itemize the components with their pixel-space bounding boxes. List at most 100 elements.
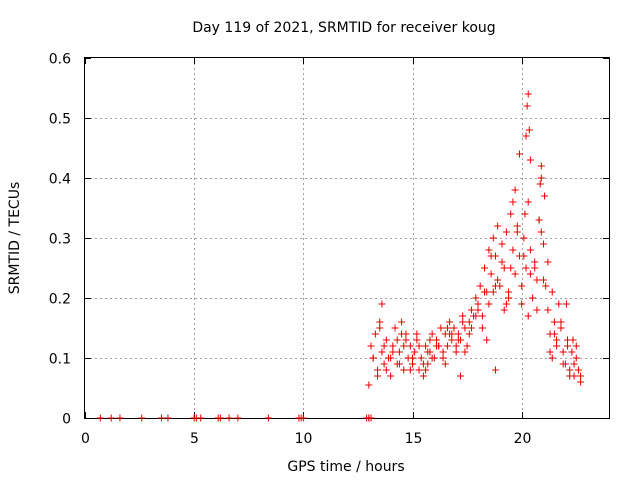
data-point bbox=[509, 246, 517, 254]
data-point bbox=[398, 318, 406, 326]
data-point bbox=[553, 342, 561, 350]
data-point bbox=[540, 276, 547, 284]
data-point bbox=[454, 330, 462, 338]
data-point bbox=[502, 300, 510, 308]
data-point bbox=[461, 324, 469, 332]
data-point bbox=[443, 342, 451, 350]
data-point bbox=[522, 264, 530, 272]
data-point bbox=[382, 336, 390, 344]
data-point bbox=[491, 366, 499, 374]
y-tick-label: 0.1 bbox=[49, 352, 71, 368]
data-point bbox=[428, 330, 436, 338]
data-point bbox=[494, 276, 502, 284]
data-point bbox=[378, 300, 386, 308]
data-point bbox=[365, 381, 373, 389]
data-point bbox=[520, 234, 528, 242]
y-tick-label: 0.3 bbox=[49, 232, 71, 248]
x-tick-label: 15 bbox=[405, 431, 423, 447]
data-point bbox=[367, 414, 375, 422]
data-point bbox=[371, 330, 379, 338]
data-point bbox=[487, 252, 495, 260]
data-point bbox=[299, 414, 307, 422]
data-point bbox=[417, 354, 425, 362]
data-point bbox=[389, 348, 397, 356]
data-point bbox=[533, 306, 541, 314]
data-point bbox=[485, 246, 493, 254]
data-point bbox=[536, 180, 544, 188]
data-point bbox=[562, 300, 570, 308]
data-point bbox=[389, 342, 397, 350]
data-point bbox=[395, 348, 403, 356]
data-point bbox=[459, 318, 467, 326]
data-point bbox=[419, 372, 427, 380]
data-point bbox=[566, 366, 574, 374]
data-point bbox=[395, 360, 403, 368]
data-point bbox=[433, 336, 441, 344]
data-point bbox=[164, 414, 172, 422]
data-point bbox=[446, 330, 454, 338]
data-point bbox=[380, 360, 388, 368]
data-point bbox=[474, 300, 482, 308]
data-point bbox=[264, 414, 272, 422]
chart-title: Day 119 of 2021, SRMTID for receiver kou… bbox=[192, 20, 495, 36]
data-point bbox=[450, 324, 458, 332]
data-point bbox=[577, 372, 585, 380]
data-point bbox=[367, 342, 375, 350]
data-point bbox=[439, 354, 447, 362]
data-point bbox=[481, 264, 489, 272]
data-point bbox=[413, 330, 421, 338]
data-point bbox=[422, 366, 430, 374]
data-point bbox=[513, 228, 521, 236]
data-point bbox=[555, 300, 563, 308]
data-point bbox=[400, 366, 408, 374]
data-point bbox=[513, 222, 521, 230]
data-point bbox=[422, 342, 430, 350]
data-point bbox=[415, 366, 423, 374]
data-point bbox=[559, 348, 567, 356]
data-point bbox=[467, 324, 475, 332]
y-axis-label: SRMTID / TECUs bbox=[7, 182, 23, 295]
data-point bbox=[572, 354, 580, 362]
data-point bbox=[398, 330, 406, 338]
data-point bbox=[478, 324, 486, 332]
data-point bbox=[548, 354, 556, 362]
data-point bbox=[489, 288, 497, 296]
data-point bbox=[454, 336, 462, 344]
data-point bbox=[391, 324, 399, 332]
data-point bbox=[518, 300, 526, 308]
data-point bbox=[533, 276, 541, 284]
data-point bbox=[542, 282, 550, 290]
data-point bbox=[489, 234, 497, 242]
data-point bbox=[441, 360, 449, 368]
x-tick-label: 5 bbox=[190, 431, 199, 447]
data-point bbox=[531, 258, 539, 266]
data-point bbox=[433, 342, 441, 350]
data-point bbox=[406, 342, 414, 350]
data-point bbox=[559, 360, 567, 368]
data-point bbox=[374, 372, 382, 380]
data-point bbox=[96, 414, 104, 422]
data-point bbox=[116, 414, 124, 422]
data-point bbox=[402, 336, 410, 344]
y-tick-label: 0.5 bbox=[49, 112, 71, 128]
data-point bbox=[472, 312, 480, 320]
data-point bbox=[376, 324, 384, 332]
data-point bbox=[485, 300, 493, 308]
data-point bbox=[507, 210, 515, 218]
data-point bbox=[387, 372, 395, 380]
data-point bbox=[437, 324, 445, 332]
data-point bbox=[544, 258, 552, 266]
data-point bbox=[406, 366, 414, 374]
data-point bbox=[498, 240, 506, 248]
data-point bbox=[428, 354, 436, 362]
data-point bbox=[498, 258, 506, 266]
data-point bbox=[550, 318, 558, 326]
data-point bbox=[568, 348, 576, 356]
x-tick-label: 0 bbox=[81, 431, 90, 447]
data-point bbox=[461, 348, 469, 356]
data-point bbox=[502, 228, 510, 236]
data-point bbox=[521, 210, 529, 218]
data-point bbox=[531, 264, 539, 272]
plot-frame bbox=[84, 57, 610, 419]
data-point bbox=[424, 348, 432, 356]
